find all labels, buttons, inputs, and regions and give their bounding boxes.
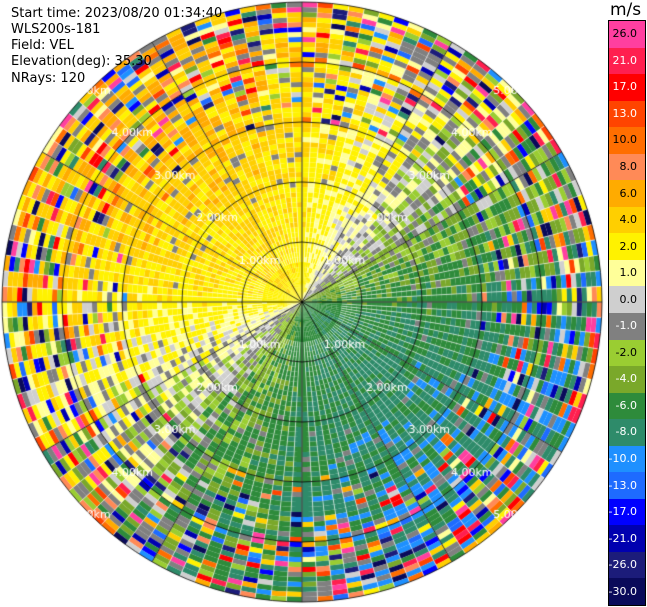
colorbar-tick-label: 21.0 xyxy=(612,53,638,67)
colorbar-swatch xyxy=(609,551,645,579)
elevation-label: Elevation(deg): 35.30 xyxy=(11,54,152,69)
colorbar-tick-label: -26.0 xyxy=(608,558,637,572)
colorbar-tick-label: -17.0 xyxy=(608,505,637,519)
nrays-label: NRays: 120 xyxy=(11,71,86,86)
colorbar-tick-label: 2.0 xyxy=(619,239,638,253)
colorbar-unit-label: m/s xyxy=(610,0,642,20)
colorbar-tick-label: 4.0 xyxy=(619,213,638,227)
colorbar-swatch xyxy=(609,445,645,473)
colorbar-swatch xyxy=(609,286,645,314)
colorbar-swatch xyxy=(609,47,645,75)
colorbar-tick-label: -10.0 xyxy=(608,452,637,465)
colorbar-swatch xyxy=(609,153,645,181)
colorbar-tick-label: 17.0 xyxy=(612,80,638,94)
colorbar-swatch xyxy=(609,233,645,261)
colorbar-tick-label: -13.0 xyxy=(608,478,637,492)
colorbar-tick-label: 8.0 xyxy=(619,160,638,173)
colorbar-swatch xyxy=(609,259,645,287)
colorbar-tick-label: -6.0 xyxy=(615,398,637,412)
colorbar-tick-label: 13.0 xyxy=(612,106,638,120)
colorbar-tick-label: -30.0 xyxy=(608,584,637,598)
colorbar-tick-label: -8.0 xyxy=(615,425,637,439)
colorbar-tick-label: 6.0 xyxy=(619,186,638,200)
colorbar-swatch xyxy=(609,206,645,234)
colorbar-tick-label: -2.0 xyxy=(615,345,637,359)
colorbar-swatch xyxy=(609,578,645,606)
colorbar-swatch xyxy=(609,498,645,526)
colorbar-tick-label: 1.0 xyxy=(619,266,638,280)
colorbar-tick-label: 26.0 xyxy=(612,27,638,41)
colorbar-swatch xyxy=(609,525,645,553)
colorbar-tick-label: 10.0 xyxy=(612,133,638,147)
colorbar-swatch xyxy=(609,472,645,500)
colorbar-swatch xyxy=(609,100,645,128)
colorbar-tick-label: -4.0 xyxy=(615,372,637,386)
colorbar-swatch xyxy=(609,180,645,208)
colorbar-swatch xyxy=(609,127,645,155)
colorbar-swatch xyxy=(609,392,645,420)
colorbar-swatch xyxy=(609,313,645,340)
colorbar-legend: 26.0 21.0 17.0 13.0 10.0 8.0 6.0 4.0 2.0 1.0 0.0 -1… xyxy=(608,20,646,606)
colorbar-tick-label: -21.0 xyxy=(608,531,637,545)
colorbar-tick-label: -1.0 xyxy=(615,319,637,333)
instrument-label: WLS200s-181 xyxy=(11,22,101,37)
start-time-label: Start time: 2023/08/20 01:34:40 xyxy=(11,6,223,21)
colorbar-swatch xyxy=(609,366,645,394)
colorbar-swatch xyxy=(609,339,645,367)
colorbar-swatch xyxy=(609,74,645,102)
field-label: Field: VEL xyxy=(11,38,74,53)
colorbar-swatch xyxy=(609,21,645,48)
colorbar-tick-label: 0.0 xyxy=(619,292,638,306)
colorbar-swatch xyxy=(609,419,645,447)
